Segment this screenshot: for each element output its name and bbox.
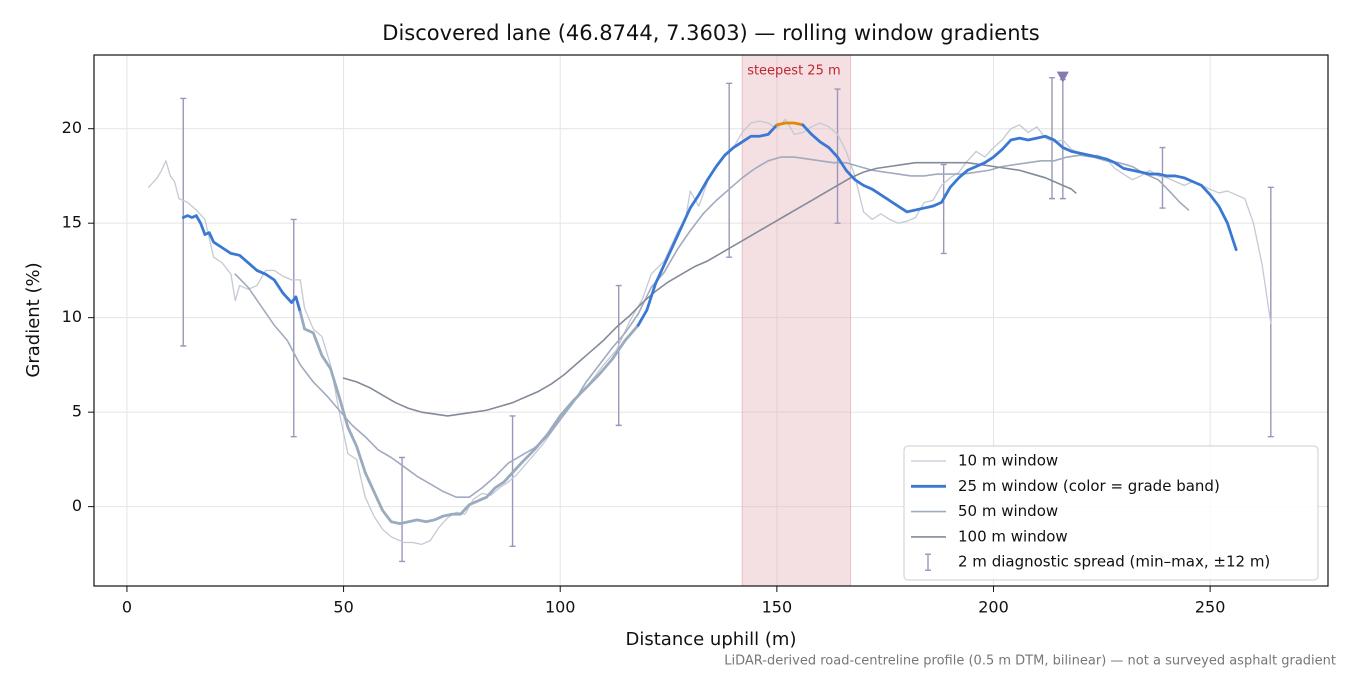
y-tick-label: 0 <box>72 496 82 515</box>
series-line-band <box>181 214 302 314</box>
x-tick-label: 200 <box>978 598 1009 617</box>
series-line-band <box>636 123 779 327</box>
steepest-span <box>741 54 852 587</box>
legend-label: 100 m window <box>958 527 1068 545</box>
error-bar <box>1159 146 1166 209</box>
y-tick-label: 5 <box>72 402 82 421</box>
error-bar <box>290 218 297 438</box>
legend-swatch <box>925 553 931 571</box>
legend-box <box>903 445 1319 581</box>
series-line-band <box>298 310 640 526</box>
x-tick-label: 0 <box>122 598 132 617</box>
error-bar <box>399 456 406 563</box>
error-bar <box>180 97 187 347</box>
plot-frame <box>93 54 1329 587</box>
legend-label: 25 m window (color = grade band) <box>958 477 1220 495</box>
error-bar <box>615 284 622 427</box>
y-tick-label: 10 <box>62 307 82 326</box>
y-axis-label: Gradient (%) <box>23 262 44 377</box>
x-tick-label: 250 <box>1195 598 1226 617</box>
legend-label: 50 m window <box>958 502 1058 520</box>
peak-marker <box>1056 71 1069 83</box>
series-line <box>342 161 1077 417</box>
y-tick-label: 20 <box>62 118 82 137</box>
legend-label: 10 m window <box>958 452 1058 470</box>
error-bar <box>940 163 947 255</box>
series-line <box>234 154 1190 498</box>
x-axis-label: Distance uphill (m) <box>626 629 797 650</box>
y-tick-label: 15 <box>62 213 82 232</box>
chart-title: Discovered lane (46.8744, 7.3603) — roll… <box>382 21 1039 45</box>
x-tick-label: 50 <box>333 598 353 617</box>
x-tick-label: 150 <box>762 598 793 617</box>
error-bar <box>509 415 516 548</box>
error-bar <box>1267 186 1274 438</box>
error-bar <box>726 82 733 258</box>
series-line-band <box>775 121 805 127</box>
series-line-band <box>801 123 1238 252</box>
span-label: steepest 25 m <box>747 64 840 79</box>
x-tick-label: 100 <box>545 598 576 617</box>
legend-label: 2 m diagnostic spread (min–max, ±12 m) <box>958 553 1270 571</box>
footnote: LiDAR-derived road-centreline profile (0… <box>724 654 1336 669</box>
